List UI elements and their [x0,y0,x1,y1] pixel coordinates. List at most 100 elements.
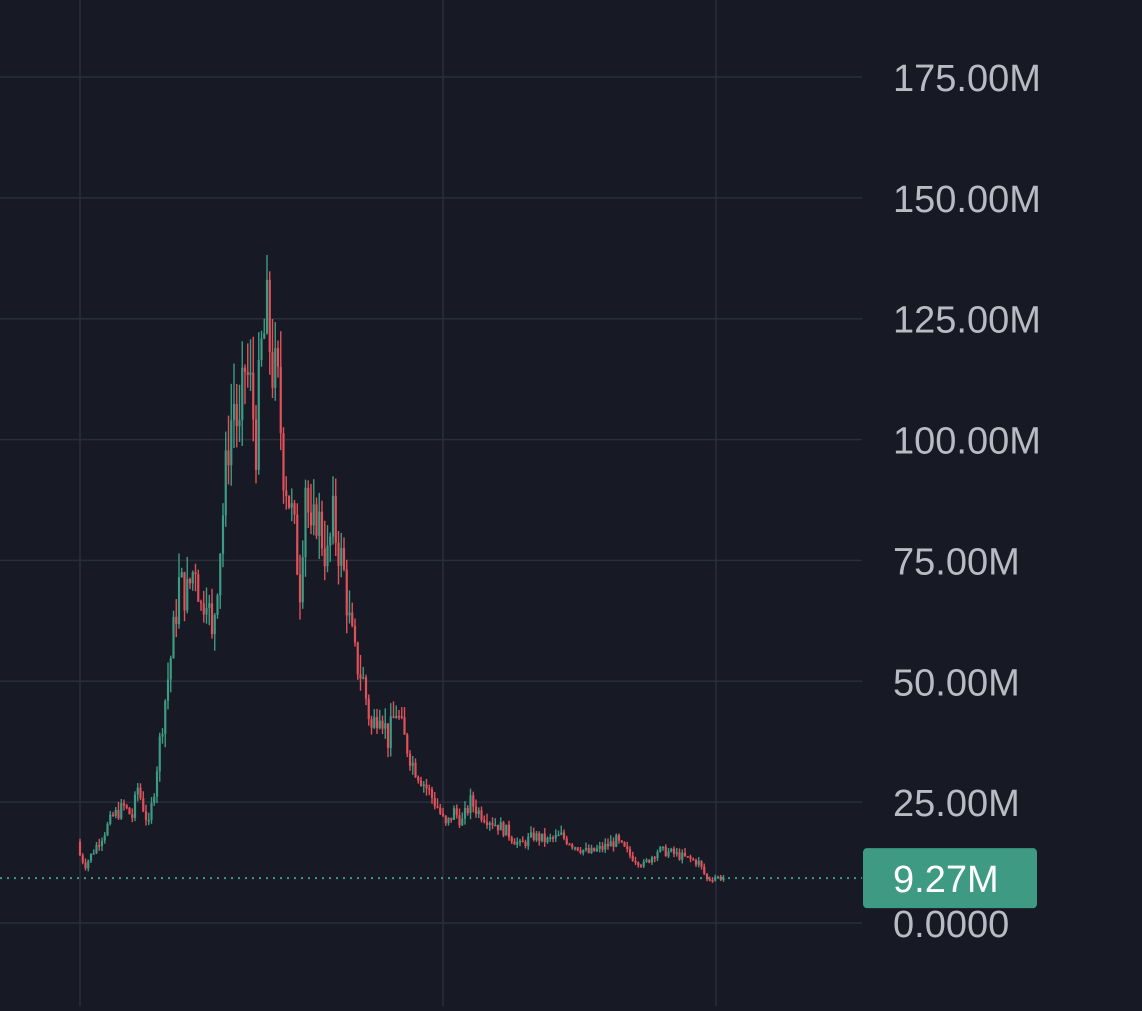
candle-body [711,879,714,882]
candle-body [406,734,409,754]
candle-body [496,824,500,831]
candle-body [230,420,233,466]
candle-body [254,419,258,470]
y-tick-label: 150.00M [893,179,1041,221]
candle-body [527,836,530,846]
candle-body [265,279,269,334]
candle-body [111,814,115,817]
candle-body [532,832,535,840]
candle-body [560,832,563,835]
candle-body [615,835,618,847]
candle-body [488,823,491,825]
candle-body [549,837,552,839]
candle-body [183,572,186,611]
candle-body [202,603,205,615]
candle-body [164,700,167,734]
candle-body [411,762,414,766]
candle-body [417,777,420,781]
candle-body [232,403,236,421]
candle-body [133,794,137,818]
candle-body [562,832,566,839]
candle-body [359,674,362,679]
candle-body [538,833,541,841]
candle-body [474,806,478,814]
candle-body [238,420,241,427]
candle-body [637,862,640,866]
candle-body [290,503,293,508]
candle-body [656,851,659,859]
candle-body [631,855,634,861]
candle-body [106,823,109,836]
candle-body [502,822,505,836]
candle-body [260,338,263,360]
candle-body [340,548,343,566]
candle-body [686,856,689,858]
candle-body [598,846,601,849]
candle-body [175,616,178,624]
candle-body [681,852,684,860]
candle-body [705,873,709,880]
candle-body [518,840,522,843]
candle-body [392,716,395,718]
candle-body [337,542,340,566]
candle-body [210,603,214,635]
candle-body [98,844,101,847]
candle-body [318,511,321,536]
candle-body [315,504,318,536]
candles[interactable] [78,254,725,883]
candle-body [675,852,678,854]
candle-body [395,715,398,718]
candle-body [81,855,84,863]
y-tick-label: 25.00M [893,783,1020,825]
candle-body [389,716,392,748]
candle-body [235,403,238,427]
candle-body [419,780,423,786]
candle-body [664,846,667,857]
candle-body [565,838,568,844]
candle-body [513,841,516,845]
candle-body [480,810,483,820]
candle-body [436,806,439,808]
candle-body [257,359,260,470]
candle-body [296,514,299,575]
candle-body [100,840,104,846]
candle-body [694,860,698,865]
candle-body [469,795,472,813]
candle-body [408,753,412,766]
candle-body [287,496,291,508]
candle-body [191,572,194,584]
candle-body [535,833,538,840]
candle-body [144,811,148,821]
candle-body [285,490,288,497]
y-axis[interactable]: 175.00M 150.00M 125.00M 100.00M 75.00M 50.00M… [893,58,1041,946]
candle-body [510,837,513,842]
candle-body [370,719,373,728]
candle-body [593,847,596,852]
candle-body [499,822,502,831]
candle-body [573,847,577,849]
candle-body [122,803,126,806]
candle-body [169,658,172,680]
candle-body [351,612,354,626]
candle-body [441,813,445,816]
candle-body [78,841,82,856]
candle-body [584,848,588,850]
candle-body [375,717,379,729]
candle-body [433,797,436,807]
candle-body [243,367,247,372]
candle-body [642,861,645,867]
candle-body [348,612,351,616]
y-tick-label: 50.00M [893,662,1020,704]
vertical-grid [79,0,717,1006]
candle-body [551,837,555,839]
candle-body [166,679,170,701]
candle-body [582,849,585,853]
candle-body [485,821,489,825]
candle-body [326,545,329,567]
candle-body [114,810,117,816]
candle-body [425,784,428,789]
candle-body [477,810,480,814]
candle-body [650,857,654,863]
